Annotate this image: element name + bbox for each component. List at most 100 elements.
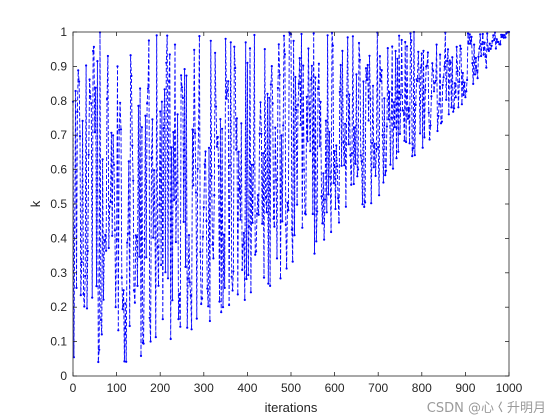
y-tick-label: 0.5 — [50, 197, 67, 211]
series-point — [207, 305, 210, 308]
series-point — [239, 218, 242, 221]
series-point — [225, 97, 228, 100]
series-point — [276, 86, 279, 90]
series-point — [271, 102, 274, 105]
series-point — [403, 139, 406, 142]
series-point — [430, 95, 433, 98]
series-point — [305, 95, 308, 98]
x-tick-label: 800 — [412, 381, 432, 395]
y-axis-title: k — [28, 200, 43, 207]
series-point — [160, 263, 163, 267]
series-point — [327, 193, 330, 196]
series-point — [446, 59, 449, 63]
series-point — [221, 127, 224, 130]
series-point — [467, 42, 470, 45]
series-point — [170, 146, 173, 149]
series-point — [235, 148, 238, 151]
series-point — [478, 47, 481, 50]
series-point — [118, 128, 121, 131]
series-point — [497, 40, 500, 44]
series-point — [156, 245, 159, 248]
series-point — [364, 201, 367, 204]
y-tick-label: 0.6 — [50, 163, 67, 177]
series-point — [137, 104, 140, 107]
series-point — [287, 209, 290, 212]
series-point — [337, 221, 341, 224]
series-point — [202, 206, 205, 209]
series-point — [407, 106, 410, 109]
series-point — [120, 276, 123, 279]
series-point — [242, 231, 245, 235]
series-point — [290, 228, 293, 231]
series-point — [248, 47, 252, 50]
series-point — [468, 33, 471, 36]
y-tick-label: 0.9 — [50, 59, 67, 73]
series-point — [417, 50, 420, 53]
series-point — [425, 64, 429, 67]
series-point — [163, 88, 166, 91]
series-point — [477, 55, 480, 58]
series-point — [413, 154, 416, 157]
series-point — [73, 226, 76, 229]
series-point — [114, 306, 117, 309]
series-point — [375, 147, 378, 151]
series-point — [201, 297, 204, 300]
series-point — [357, 168, 360, 171]
series-point — [350, 183, 353, 186]
series-point — [471, 62, 474, 65]
series-point — [427, 111, 430, 114]
series-point — [187, 277, 190, 280]
series-point — [180, 86, 184, 89]
series-point — [292, 39, 295, 43]
series-point — [295, 108, 298, 111]
series-point — [488, 42, 491, 45]
series-point — [82, 292, 85, 296]
series-point — [293, 234, 296, 237]
series-point — [149, 340, 152, 343]
series-point — [217, 164, 220, 168]
series-point — [301, 226, 304, 229]
series-point — [501, 33, 504, 37]
series-point — [346, 36, 349, 39]
series-point — [504, 36, 507, 39]
series-point — [387, 118, 390, 121]
series-point — [150, 156, 153, 159]
series-point — [128, 324, 131, 328]
series-point — [405, 45, 409, 48]
series-point — [336, 165, 339, 168]
series-point — [390, 116, 393, 119]
series-point — [443, 65, 446, 68]
series-point — [187, 234, 191, 237]
y-tick-label: 0 — [60, 369, 67, 383]
series-point — [428, 138, 431, 141]
series-point — [323, 238, 326, 241]
series-point — [92, 45, 95, 49]
series-point — [194, 191, 198, 194]
series-point — [173, 43, 177, 46]
series-point — [258, 132, 261, 135]
series-point — [284, 223, 287, 226]
series-point — [500, 35, 504, 39]
x-axis-ticks: 0 100 200 300 400 500 600 700 800 900 1000 — [70, 32, 523, 395]
series-point — [224, 37, 227, 40]
series-point — [261, 222, 264, 225]
series-point — [263, 48, 266, 51]
series-point — [210, 174, 213, 177]
series-point — [431, 62, 434, 65]
series-point — [265, 211, 268, 214]
series-point — [457, 106, 460, 109]
series-point — [319, 100, 322, 103]
series-point — [434, 79, 437, 82]
series-point — [177, 318, 180, 321]
series-point — [186, 326, 189, 329]
series-point — [251, 221, 254, 224]
series-point — [440, 120, 443, 123]
series-point — [371, 141, 374, 145]
series-point — [341, 49, 344, 53]
series-point — [466, 32, 470, 35]
series-point — [398, 34, 401, 37]
series-point — [278, 73, 281, 76]
series-point — [146, 102, 149, 105]
series-point — [399, 93, 402, 96]
series-point — [313, 252, 316, 255]
